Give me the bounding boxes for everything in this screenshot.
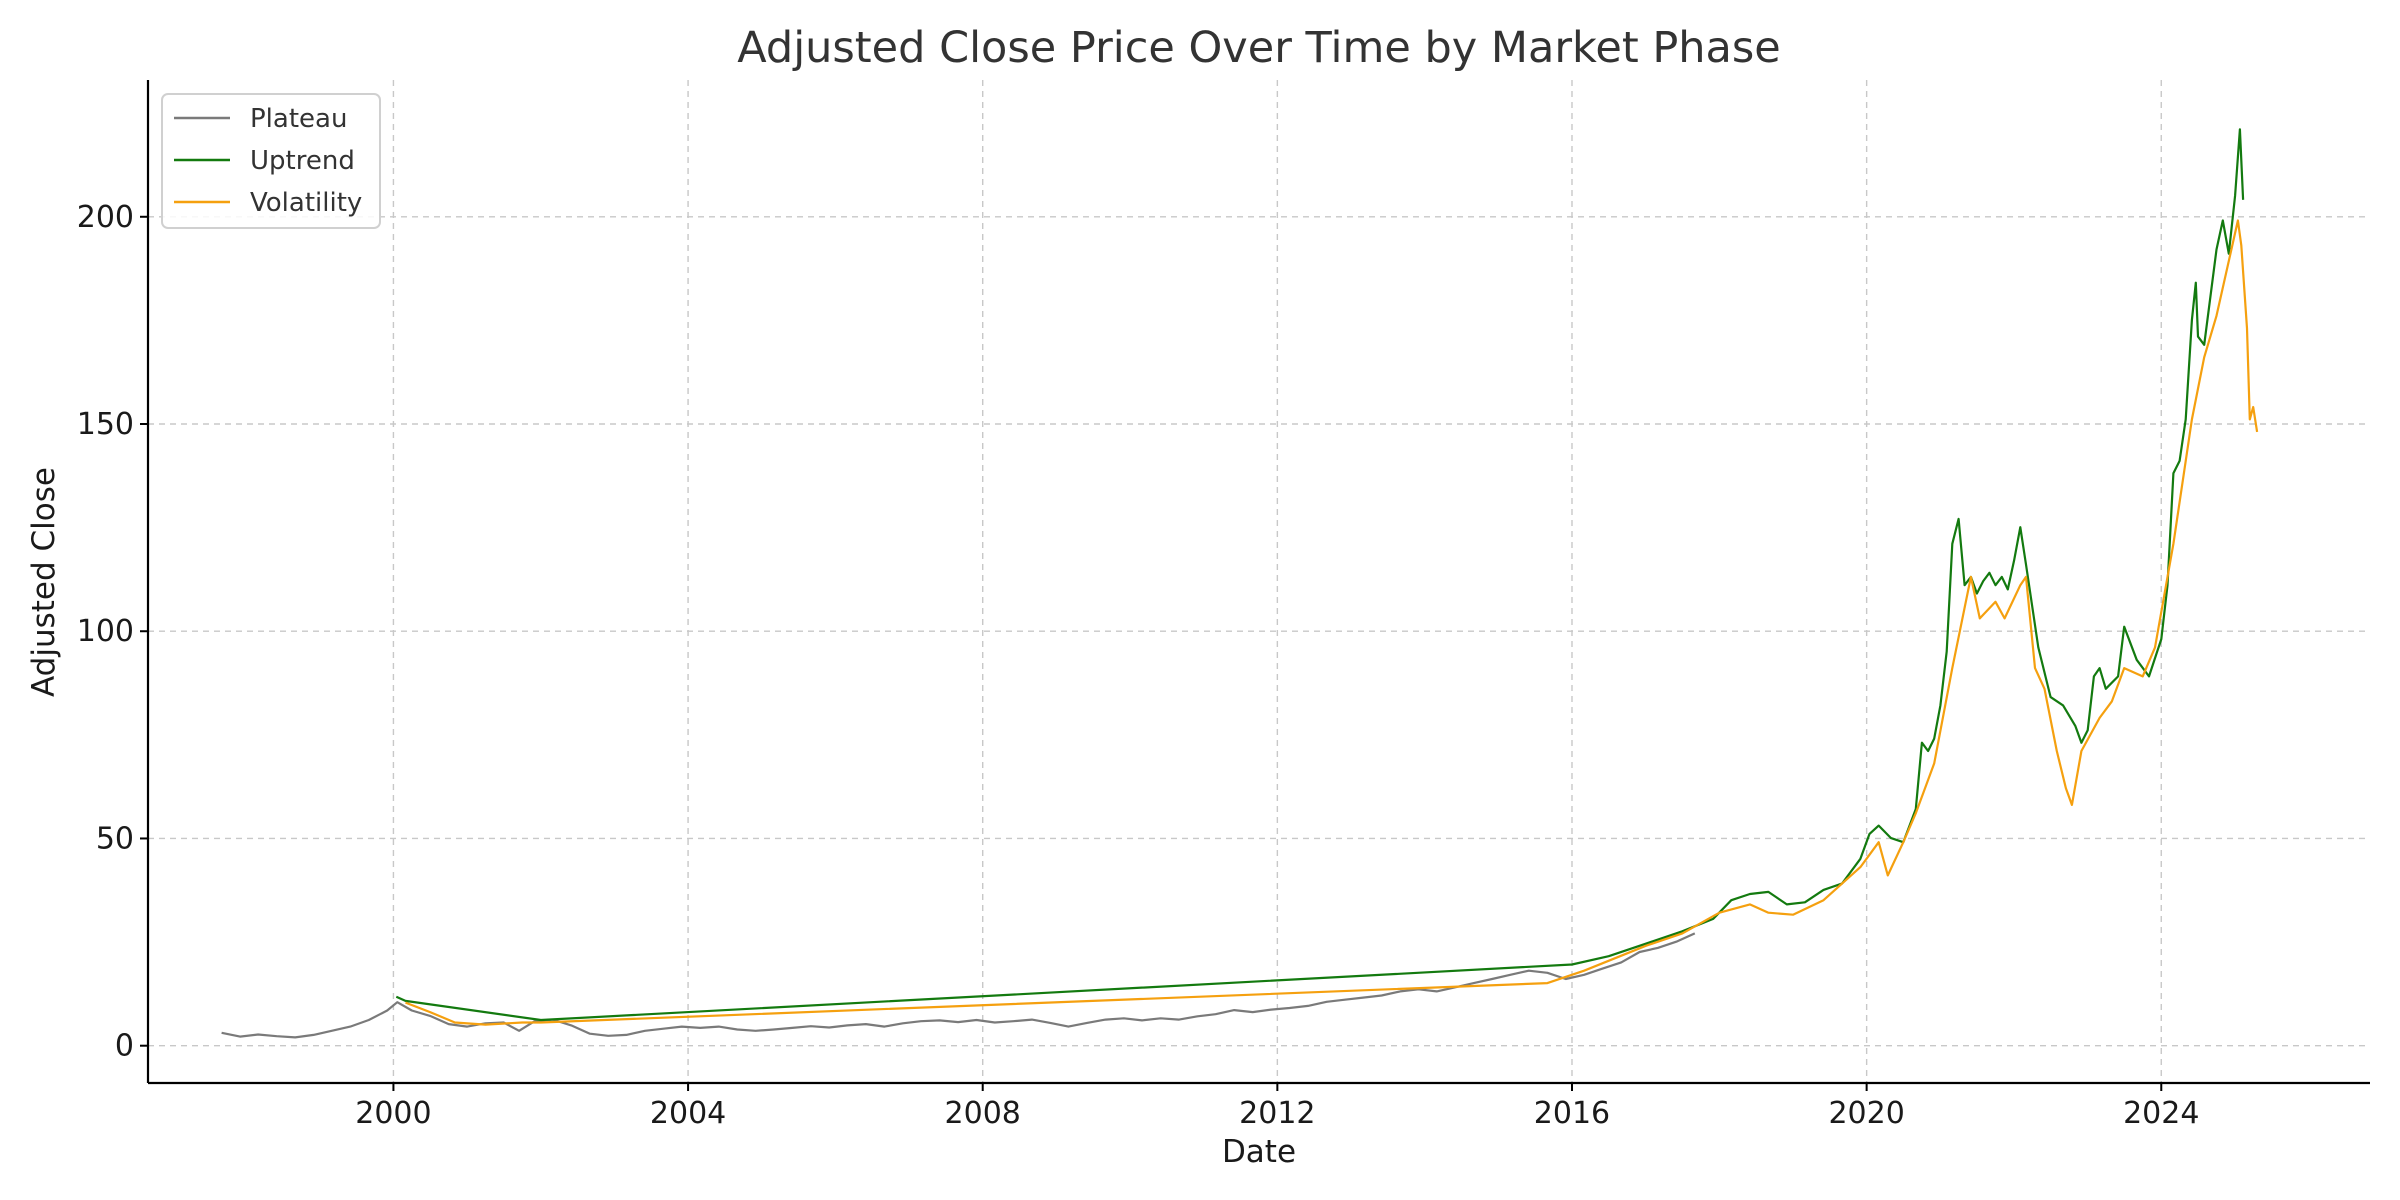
y-tick-label: 200 xyxy=(77,200,134,235)
legend-label-plateau: Plateau xyxy=(250,104,347,134)
y-tick-label: 0 xyxy=(115,1029,134,1064)
y-tick-label: 100 xyxy=(77,614,134,649)
legend: Plateau Uptrend Volatility xyxy=(161,93,381,229)
ticks-layer: 2000 2004 2008 2012 2016 2020 2024 0 50 100 150 200 xyxy=(77,200,2200,1131)
y-tick-label: 150 xyxy=(77,407,134,442)
x-axis-label: Date xyxy=(1222,1134,1296,1170)
x-tick-label: 2008 xyxy=(945,1096,1021,1131)
grid-layer xyxy=(148,80,2370,1083)
x-tick-label: 2024 xyxy=(2123,1096,2199,1131)
series-line-volatility xyxy=(405,219,2259,1026)
legend-label-volatility: Volatility xyxy=(250,188,362,218)
chart-title: Adjusted Close Price Over Time by Market… xyxy=(737,23,1781,73)
x-tick-label: 2000 xyxy=(355,1096,431,1131)
legend-frame xyxy=(161,93,381,229)
y-tick-label: 50 xyxy=(96,821,134,856)
axes-layer xyxy=(146,80,2370,1085)
x-tick-label: 2020 xyxy=(1828,1096,1904,1131)
series-line-plateau xyxy=(221,932,1696,1039)
y-axis-label: Adjusted Close xyxy=(26,467,62,697)
series-layer xyxy=(221,128,2259,1039)
x-tick-label: 2016 xyxy=(1534,1096,1610,1131)
series-line-uptrend xyxy=(395,128,2245,1022)
legend-label-uptrend: Uptrend xyxy=(250,146,355,176)
x-tick-label: 2004 xyxy=(650,1096,726,1131)
x-tick-label: 2012 xyxy=(1239,1096,1315,1131)
